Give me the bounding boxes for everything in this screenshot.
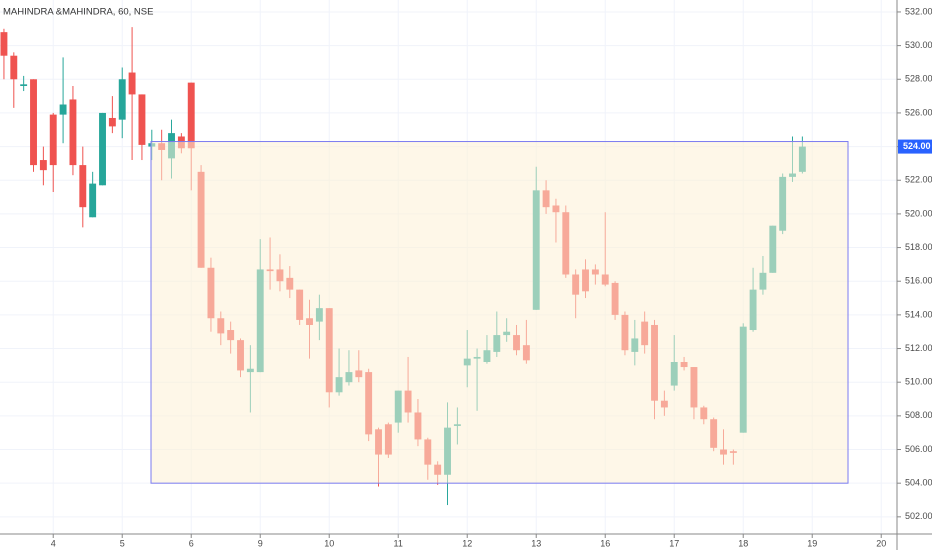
chart-title: MAHINDRA &MAHINDRA, 60, NSE [3, 7, 153, 18]
candle-body [0, 32, 8, 56]
x-tick-label: 18 [738, 538, 748, 548]
candle-body [59, 104, 67, 115]
x-tick-label: 11 [394, 538, 403, 548]
y-tick-label: 532.00 [905, 6, 932, 16]
x-tick-label: 13 [531, 538, 541, 548]
y-tick-label: 528.00 [905, 74, 932, 84]
candle-body [108, 117, 116, 127]
y-tick-label: 506.00 [905, 444, 932, 454]
y-tick-label: 510.00 [905, 377, 932, 387]
candle-body [138, 94, 146, 145]
y-tick-label: 520.00 [905, 208, 932, 218]
y-tick-label: 514.00 [905, 309, 932, 319]
candle-body [128, 72, 136, 95]
candle-body [49, 114, 57, 166]
candle-body [89, 183, 97, 218]
candle-body [79, 165, 87, 208]
x-tick-label: 10 [324, 538, 334, 548]
candle-body [118, 79, 126, 120]
candle-body [30, 79, 37, 166]
price-label-box [898, 139, 932, 154]
candle-body [10, 55, 18, 80]
y-tick-label: 522.00 [905, 175, 932, 185]
candle-body [20, 84, 28, 86]
price-label: 524.00 [903, 141, 931, 151]
candle-body [69, 99, 77, 166]
x-tick-label: 19 [807, 538, 817, 548]
y-tick-label: 526.00 [905, 107, 932, 117]
x-tick-label: 17 [669, 538, 679, 548]
candle-body [99, 112, 106, 186]
x-tick-label: 6 [189, 538, 194, 548]
y-tick-label: 518.00 [905, 242, 932, 252]
y-tick-label: 508.00 [905, 410, 932, 420]
candle-body [187, 82, 195, 149]
x-tick-label: 9 [258, 538, 263, 548]
y-tick-label: 502.00 [905, 511, 932, 521]
candle-body [39, 160, 47, 171]
rectangle-drawing [150, 141, 849, 484]
x-tick-label: 5 [120, 538, 125, 548]
y-tick-label: 504.00 [905, 478, 932, 488]
y-tick-label: 512.00 [905, 343, 932, 353]
x-tick-label: 4 [51, 538, 56, 548]
x-tick-label: 16 [600, 538, 610, 548]
x-tick-label: 20 [876, 538, 886, 548]
y-tick-label: 530.00 [905, 40, 932, 50]
y-tick-label: 516.00 [905, 276, 932, 286]
x-tick-label: 12 [462, 538, 472, 548]
